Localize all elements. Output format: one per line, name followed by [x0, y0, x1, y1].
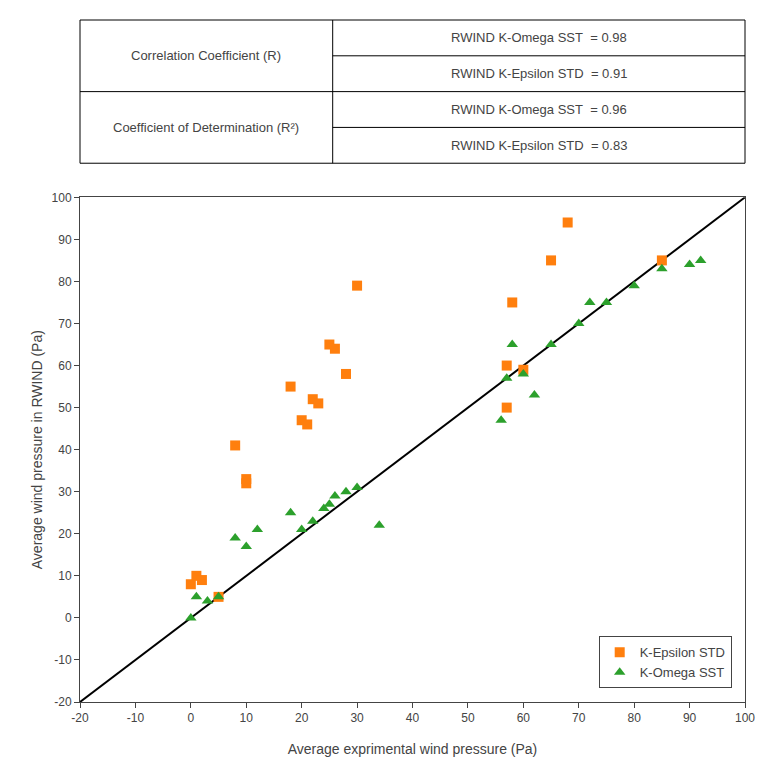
svg-text:-10: -10	[54, 653, 72, 667]
svg-text:10: 10	[58, 569, 72, 583]
svg-text:Average exprimental wind press: Average exprimental wind pressure (Pa)	[288, 741, 538, 757]
svg-text:60: 60	[58, 359, 72, 373]
svg-text:0: 0	[65, 611, 72, 625]
svg-text:20: 20	[58, 527, 72, 541]
svg-text:80: 80	[627, 711, 641, 725]
svg-text:RWIND K-Epsilon STD = 0.83: RWIND K-Epsilon STD = 0.83	[451, 138, 627, 153]
svg-text:40: 40	[406, 711, 420, 725]
svg-text:-20: -20	[54, 695, 72, 709]
svg-text:RWIND K-Omega SST = 0.98: RWIND K-Omega SST = 0.98	[451, 30, 627, 45]
svg-text:50: 50	[58, 401, 72, 415]
svg-text:30: 30	[350, 711, 364, 725]
svg-text:100: 100	[52, 191, 72, 205]
svg-text:Coefficient of Determination (: Coefficient of Determination (R²)	[113, 120, 299, 135]
svg-text:80: 80	[58, 275, 72, 289]
svg-text:0: 0	[187, 711, 194, 725]
svg-text:K-Epsilon STD: K-Epsilon STD	[640, 645, 725, 660]
svg-text:90: 90	[58, 233, 72, 247]
svg-text:100: 100	[735, 711, 755, 725]
svg-text:70: 70	[58, 317, 72, 331]
svg-text:40: 40	[58, 443, 72, 457]
svg-text:90: 90	[683, 711, 697, 725]
svg-text:Correlation Coefficient (R): Correlation Coefficient (R)	[131, 48, 281, 63]
svg-text:K-Omega SST: K-Omega SST	[640, 665, 725, 680]
svg-text:RWIND K-Omega SST = 0.96: RWIND K-Omega SST = 0.96	[451, 102, 627, 117]
svg-text:10: 10	[240, 711, 254, 725]
svg-text:Average wind pressure in RWIND: Average wind pressure in RWIND (Pa)	[29, 330, 45, 569]
svg-text:30: 30	[58, 485, 72, 499]
svg-text:-20: -20	[71, 711, 89, 725]
svg-text:20: 20	[295, 711, 309, 725]
svg-text:RWIND K-Epsilon STD = 0.91: RWIND K-Epsilon STD = 0.91	[451, 66, 627, 81]
svg-text:60: 60	[517, 711, 531, 725]
svg-text:70: 70	[572, 711, 586, 725]
svg-text:-10: -10	[127, 711, 145, 725]
svg-text:50: 50	[461, 711, 475, 725]
